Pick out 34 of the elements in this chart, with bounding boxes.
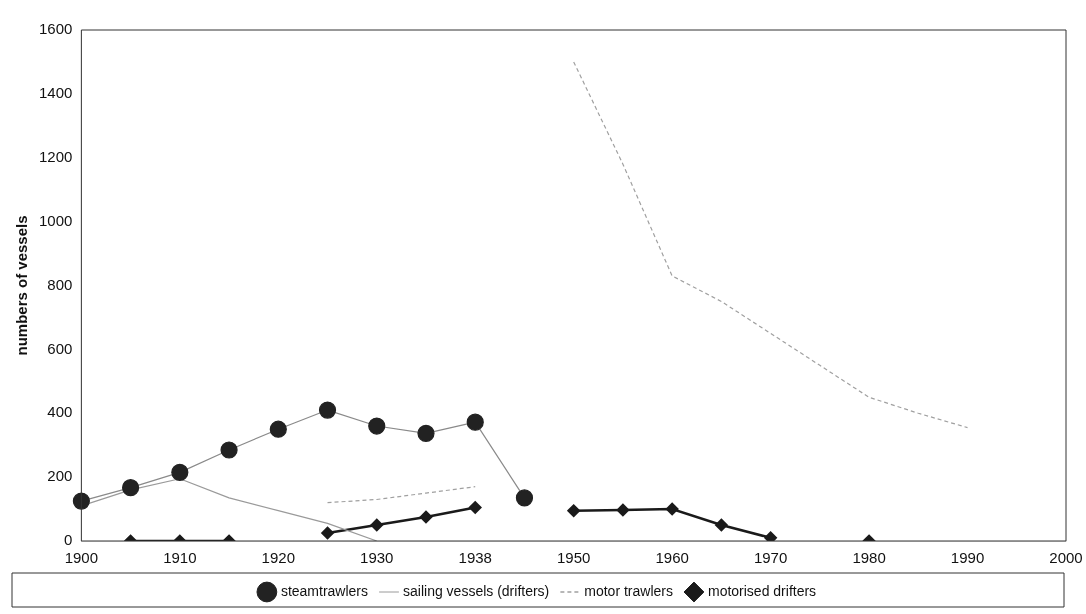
point <box>616 503 630 517</box>
x-tick-label: 1900 <box>64 549 99 567</box>
y-tick-label: 200 <box>47 467 73 485</box>
x-tick-label: 1970 <box>753 549 788 567</box>
y-tick-label: 1400 <box>38 84 73 102</box>
point <box>764 531 777 541</box>
y-axis-title: numbers of vessels <box>13 215 31 356</box>
point <box>370 518 384 532</box>
x-tick-label: 2000 <box>1049 549 1083 567</box>
x-tick-label: 1920 <box>261 549 295 567</box>
y-tick-label: 0 <box>64 531 73 549</box>
x-tick-label: 1910 <box>163 549 197 567</box>
x-tick-label: 1990 <box>950 549 985 567</box>
point <box>321 526 334 540</box>
point <box>665 502 679 516</box>
y-tick-label: 400 <box>47 403 73 421</box>
y-tick-label: 1200 <box>38 147 73 165</box>
legend-label: motor trawlers <box>584 582 673 599</box>
x-tick-label: 1960 <box>655 549 689 567</box>
x-tick-label: 1980 <box>852 549 886 567</box>
legend-label: motorised drifters <box>707 582 817 599</box>
y-tick-label: 600 <box>47 339 73 357</box>
point <box>468 501 482 514</box>
x-tick-label: 1938 <box>458 549 492 567</box>
x-tick-label: 1950 <box>557 549 591 567</box>
legend-label: sailing vessels (drifters) <box>403 582 550 599</box>
y-tick-label: 800 <box>47 275 73 293</box>
point <box>567 504 580 517</box>
y-tick-label: 1600 <box>38 20 73 38</box>
legend-label: steamtrawlers <box>280 582 369 599</box>
y-tick-label: 1000 <box>38 211 73 229</box>
x-tick-label: 1930 <box>360 549 394 567</box>
point <box>419 510 433 524</box>
point <box>715 518 728 532</box>
